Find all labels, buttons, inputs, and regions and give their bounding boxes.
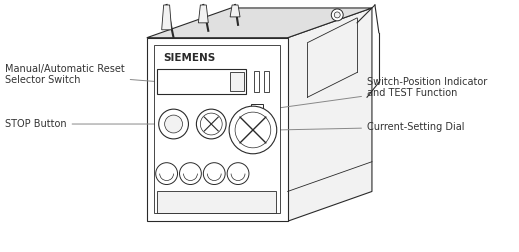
Text: Switch-Position Indicator
and TEST Function: Switch-Position Indicator and TEST Funct… bbox=[266, 77, 487, 110]
Circle shape bbox=[235, 112, 271, 148]
Circle shape bbox=[196, 109, 226, 139]
Bar bbox=[147, 38, 288, 221]
Bar bbox=[254, 72, 259, 92]
Text: SIEMENS: SIEMENS bbox=[163, 52, 216, 62]
Bar bbox=[251, 104, 263, 116]
Circle shape bbox=[229, 106, 277, 154]
Text: Manual/Automatic Reset
Selector Switch: Manual/Automatic Reset Selector Switch bbox=[5, 64, 164, 85]
Circle shape bbox=[203, 163, 225, 184]
Circle shape bbox=[200, 113, 222, 135]
Polygon shape bbox=[198, 5, 208, 23]
Polygon shape bbox=[147, 8, 372, 38]
Circle shape bbox=[180, 163, 201, 184]
Text: STOP Button: STOP Button bbox=[5, 119, 161, 129]
Bar bbox=[154, 45, 280, 213]
Bar bbox=[157, 192, 276, 213]
Circle shape bbox=[227, 163, 249, 184]
Polygon shape bbox=[230, 5, 240, 17]
Text: Current-Setting Dial: Current-Setting Dial bbox=[280, 122, 465, 132]
Circle shape bbox=[331, 9, 343, 21]
Bar bbox=[157, 70, 246, 94]
Circle shape bbox=[156, 163, 177, 184]
Circle shape bbox=[159, 109, 188, 139]
Circle shape bbox=[334, 12, 340, 18]
Circle shape bbox=[165, 115, 183, 133]
Bar bbox=[230, 72, 244, 91]
Polygon shape bbox=[288, 8, 372, 221]
Polygon shape bbox=[162, 5, 172, 30]
Bar bbox=[264, 72, 269, 92]
